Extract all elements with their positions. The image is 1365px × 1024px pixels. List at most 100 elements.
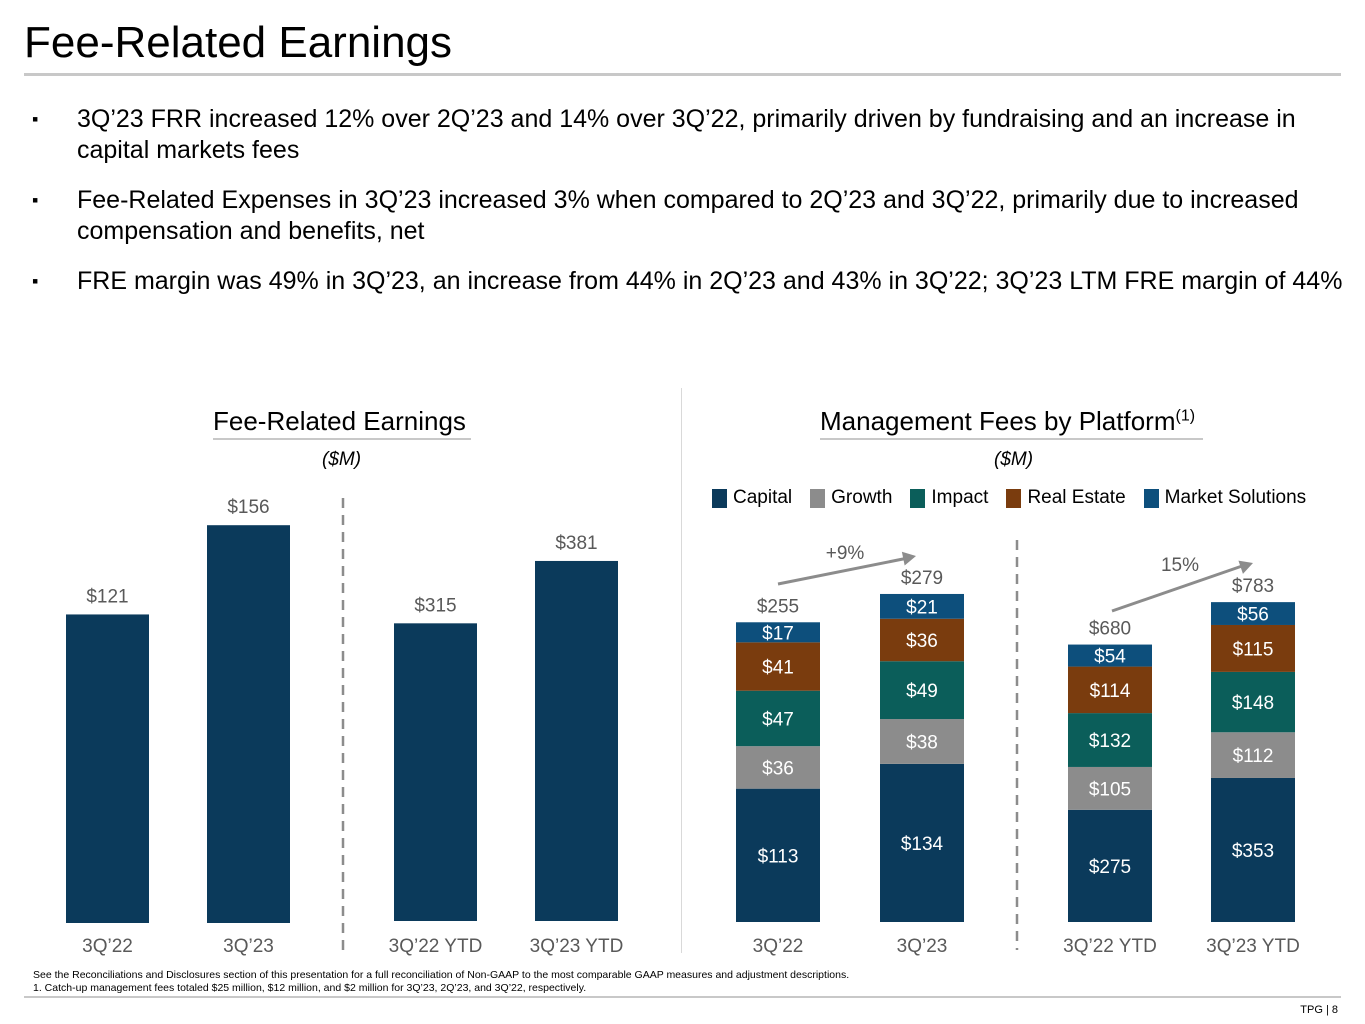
legend-item-market-solutions: Market Solutions [1143, 487, 1307, 509]
bullet-item: ▪ 3Q’23 FRR increased 12% over 2Q’23 and … [30, 104, 1345, 166]
growth-arrow-head [901, 551, 916, 566]
mgmt-fee-x-tick-label: 3Q’22 [753, 936, 804, 957]
mgmt-fee-segment-market-solutions [1068, 644, 1152, 667]
fre-chart-title: Fee-Related Earnings [213, 406, 466, 436]
footnote-catch-up-fees: 1. Catch-up management fees totaled $25 … [33, 981, 587, 994]
mgmt-fees-unit-label: ($M) [994, 449, 1034, 470]
bullet-marker: ▪ [32, 109, 39, 129]
chart-section-divider [681, 388, 682, 953]
mgmt-fee-segment-growth [1211, 732, 1295, 778]
mgmt-fee-segment-market-solutions [736, 622, 820, 643]
growth-arrow-head [1238, 560, 1253, 574]
mgmt-fee-segment-label: $56 [1237, 605, 1269, 626]
mgmt-fee-segment-impact [736, 690, 820, 747]
mgmt-fee-segment-label: $38 [906, 732, 938, 753]
mgmt-fee-segment-label: $21 [906, 597, 938, 618]
fre-bar-value-label: $156 [227, 497, 269, 518]
mgmt-fee-total-label: $255 [757, 596, 799, 617]
fre-x-tick-label: 3Q’22 [82, 936, 133, 957]
fre-bar [535, 560, 618, 921]
mgmt-fee-segment-capital [880, 763, 964, 922]
mgmt-fee-segment-label: $112 [1233, 746, 1274, 767]
mgmt-fee-segment-real-estate [1211, 624, 1295, 672]
mgmt-fee-segment-market-solutions [880, 593, 964, 619]
mgmt-fee-segment-real-estate [1068, 666, 1152, 714]
mgmt-fee-x-tick-label: 3Q’23 [897, 936, 948, 957]
legend-label: Growth [831, 487, 893, 508]
mgmt-fees-title-underline [820, 438, 1203, 440]
legend-label: Real Estate [1027, 487, 1126, 508]
mgmt-fee-segment-capital [1211, 777, 1295, 922]
growth-arrow-line [1111, 563, 1246, 613]
mgmt-fee-segment-capital [1068, 809, 1152, 922]
fre-bar-value-label: $381 [555, 533, 597, 554]
mgmt-fee-segment-label: $105 [1089, 779, 1131, 800]
mgmt-fee-segment-label: $115 [1233, 639, 1274, 660]
legend-swatch-capital [712, 488, 727, 508]
legend-label: Market Solutions [1164, 487, 1307, 508]
growth-rate-label: 15% [1161, 555, 1199, 576]
mgmt-fee-x-tick-label: 3Q’22 YTD [1063, 936, 1157, 957]
fre-bar-value-label: $121 [86, 586, 128, 607]
fre-bar [66, 614, 149, 923]
fre-bar-value-label: $315 [414, 595, 456, 616]
mgmt-fee-segment-label: $132 [1089, 731, 1131, 752]
legend-swatch-market-solutions [1143, 488, 1159, 508]
chart-legend: Capital Growth Impact Real Estate Market… [712, 487, 1324, 509]
fre-x-tick-label: 3Q’23 [223, 936, 274, 957]
legend-item-real-estate: Real Estate [1006, 487, 1126, 509]
footnote-reconciliation: See the Reconciliations and Disclosures … [33, 969, 850, 981]
mgmt-fee-segment-label: $134 [901, 834, 944, 855]
bullet-item: ▪ Fee-Related Expenses in 3Q’23 increased… [30, 185, 1345, 247]
mgmt-fee-segment-market-solutions [1211, 602, 1295, 625]
mgmt-fee-segment-label: $17 [762, 623, 794, 644]
legend-swatch-impact [910, 488, 926, 508]
fre-bar [394, 623, 477, 921]
fre-bar [207, 525, 290, 923]
bullet-text: 3Q’23 FRR increased 12% over 2Q’23 and 1… [77, 105, 1296, 164]
page-title: Fee-Related Earnings [24, 18, 453, 67]
bullet-marker: ▪ [32, 271, 39, 291]
bullet-marker: ▪ [32, 190, 39, 210]
bullet-text: FRE margin was 49% in 3Q’23, an increase… [77, 267, 1343, 295]
legend-item-capital: Capital [712, 487, 792, 509]
mgmt-fee-x-tick-label: 3Q’23 YTD [1206, 936, 1300, 957]
mgmt-fee-segment-label: $114 [1090, 681, 1131, 702]
mgmt-fee-segment-impact [880, 661, 964, 720]
mgmt-fee-total-label: $279 [901, 568, 943, 589]
fre-unit-label: ($M) [322, 449, 362, 470]
mgmt-fee-segment-label: $148 [1232, 693, 1274, 714]
mgmt-fee-segment-label: $113 [758, 846, 799, 867]
mgmt-fees-title-text: Management Fees by Platform [820, 406, 1176, 436]
mgmt-fee-segment-label: $36 [762, 758, 794, 779]
mgmt-fee-segment-label: $275 [1089, 857, 1131, 878]
legend-swatch-real-estate [1006, 488, 1022, 508]
footnotes: See the Reconciliations and Disclosures … [33, 969, 849, 994]
mgmt-fee-segment-label: $41 [762, 658, 794, 679]
mgmt-fee-segment-label: $353 [1232, 841, 1274, 862]
growth-rate-label: +9% [826, 543, 865, 564]
mgmt-fee-segment-impact [1211, 671, 1295, 733]
footer-divider [24, 996, 1341, 998]
mgmt-fee-segment-label: $36 [906, 631, 938, 652]
mgmt-fees-title-footnote-ref: (1) [1175, 407, 1196, 425]
legend-label: Capital [733, 487, 793, 508]
bullet-text: Fee-Related Expenses in 3Q’23 increased … [77, 186, 1299, 245]
mgmt-fee-total-label: $680 [1089, 619, 1131, 640]
mgmt-fee-segment-capital [736, 788, 820, 922]
mgmt-fee-segment-growth [736, 746, 820, 789]
fre-title-underline [213, 438, 471, 440]
mgmt-fee-segment-label: $54 [1094, 647, 1126, 668]
legend-item-growth: Growth [810, 487, 892, 509]
fre-x-tick-label: 3Q’22 YTD [389, 936, 483, 957]
mgmt-fee-segment-label: $49 [906, 681, 938, 702]
title-divider [24, 73, 1341, 76]
mgmt-fee-segment-label: $47 [762, 709, 794, 730]
mgmt-fee-segment-growth [1068, 766, 1152, 810]
legend-label: Impact [931, 487, 989, 508]
legend-swatch-growth [810, 488, 826, 508]
mgmt-fees-chart-title: Management Fees by Platform(1) [820, 406, 1195, 437]
mgmt-fee-segment-real-estate [736, 642, 820, 691]
legend-item-impact: Impact [910, 487, 988, 509]
